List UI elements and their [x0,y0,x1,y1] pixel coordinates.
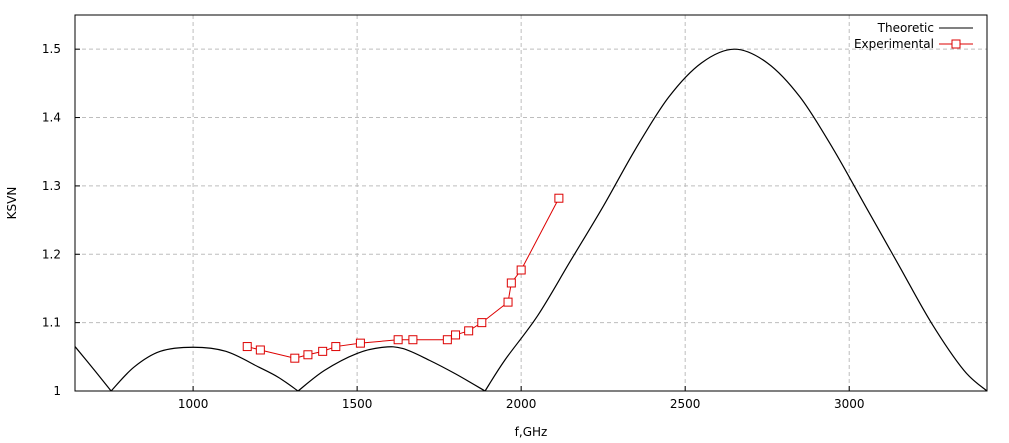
data-point [242,342,252,352]
data-point [554,193,564,203]
data-point [255,345,265,355]
x-axis-title: f,GHz [515,425,548,439]
data-point [506,278,516,288]
data-point [516,265,526,275]
x-tick-label: 1000 [178,397,209,411]
legend: Theoretic Experimental [854,21,973,51]
x-tick-label: 1500 [342,397,373,411]
series-line-segment [74,346,112,392]
y-tick-label: 1.3 [42,179,61,193]
series-experimental [242,193,564,363]
data-point [451,330,461,340]
y-tick-label: 1.2 [42,247,61,261]
x-tick-label: 2000 [506,397,537,411]
plot-frame [74,14,988,392]
data-point [464,326,474,336]
x-tick-label: 2500 [670,397,701,411]
data-point [503,297,513,307]
data-point [477,318,487,328]
y-tick-label: 1.5 [42,42,61,56]
legend-item: Theoretic [877,21,973,35]
y-axis-title: KSVN [5,187,19,220]
data-point [331,342,341,352]
data-point [318,346,328,356]
data-point [355,338,365,348]
data-point [442,335,452,345]
plot-background [75,15,987,391]
series-line-segment [110,346,299,392]
series-theoretic [74,48,988,392]
legend-swatch-marker [951,39,961,49]
grid-lines [75,15,987,391]
series-line-segment [484,48,988,392]
series-line-segment [297,346,486,392]
y-tick-label: 1 [53,384,61,398]
y-tick-label: 1.1 [42,316,61,330]
data-point [290,353,300,363]
data-point [408,335,418,345]
legend-label: Experimental [854,37,934,51]
legend-item: Experimental [854,37,973,51]
x-tick-label: 3000 [834,397,865,411]
ticks: 1000 1500 2000 2500 3000 1 1.1 1.2 1.3 1.4 1.5 [42,42,865,411]
legend-label: Theoretic [877,21,934,35]
y-tick-label: 1.4 [42,111,61,125]
data-point [303,350,313,360]
data-point [393,335,403,345]
series-layer [74,48,988,392]
